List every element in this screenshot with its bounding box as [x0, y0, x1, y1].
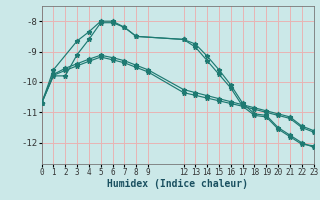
- X-axis label: Humidex (Indice chaleur): Humidex (Indice chaleur): [107, 179, 248, 189]
